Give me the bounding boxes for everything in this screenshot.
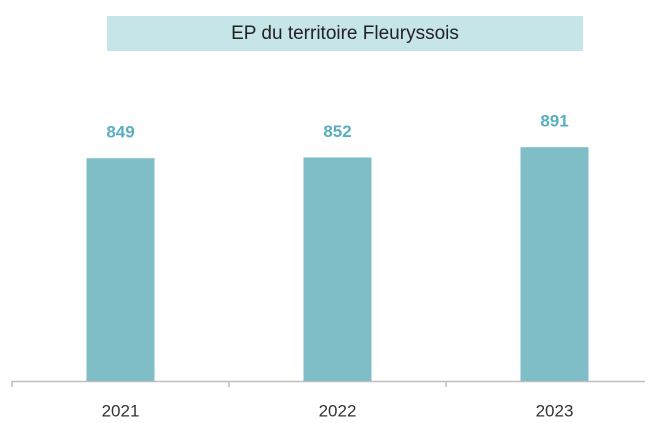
x-tick-label: 2021: [102, 401, 140, 420]
bar: [520, 147, 589, 381]
data-label: 849: [106, 123, 134, 142]
title-background: [107, 16, 583, 51]
data-label: 852: [323, 122, 351, 141]
x-tick-label: 2022: [319, 401, 357, 420]
bar: [86, 158, 155, 381]
data-label: 891: [540, 112, 568, 131]
x-tick-label: 2023: [536, 401, 574, 420]
bar: [303, 157, 372, 381]
chart-title: EP du territoire Fleuryssois: [231, 23, 459, 44]
